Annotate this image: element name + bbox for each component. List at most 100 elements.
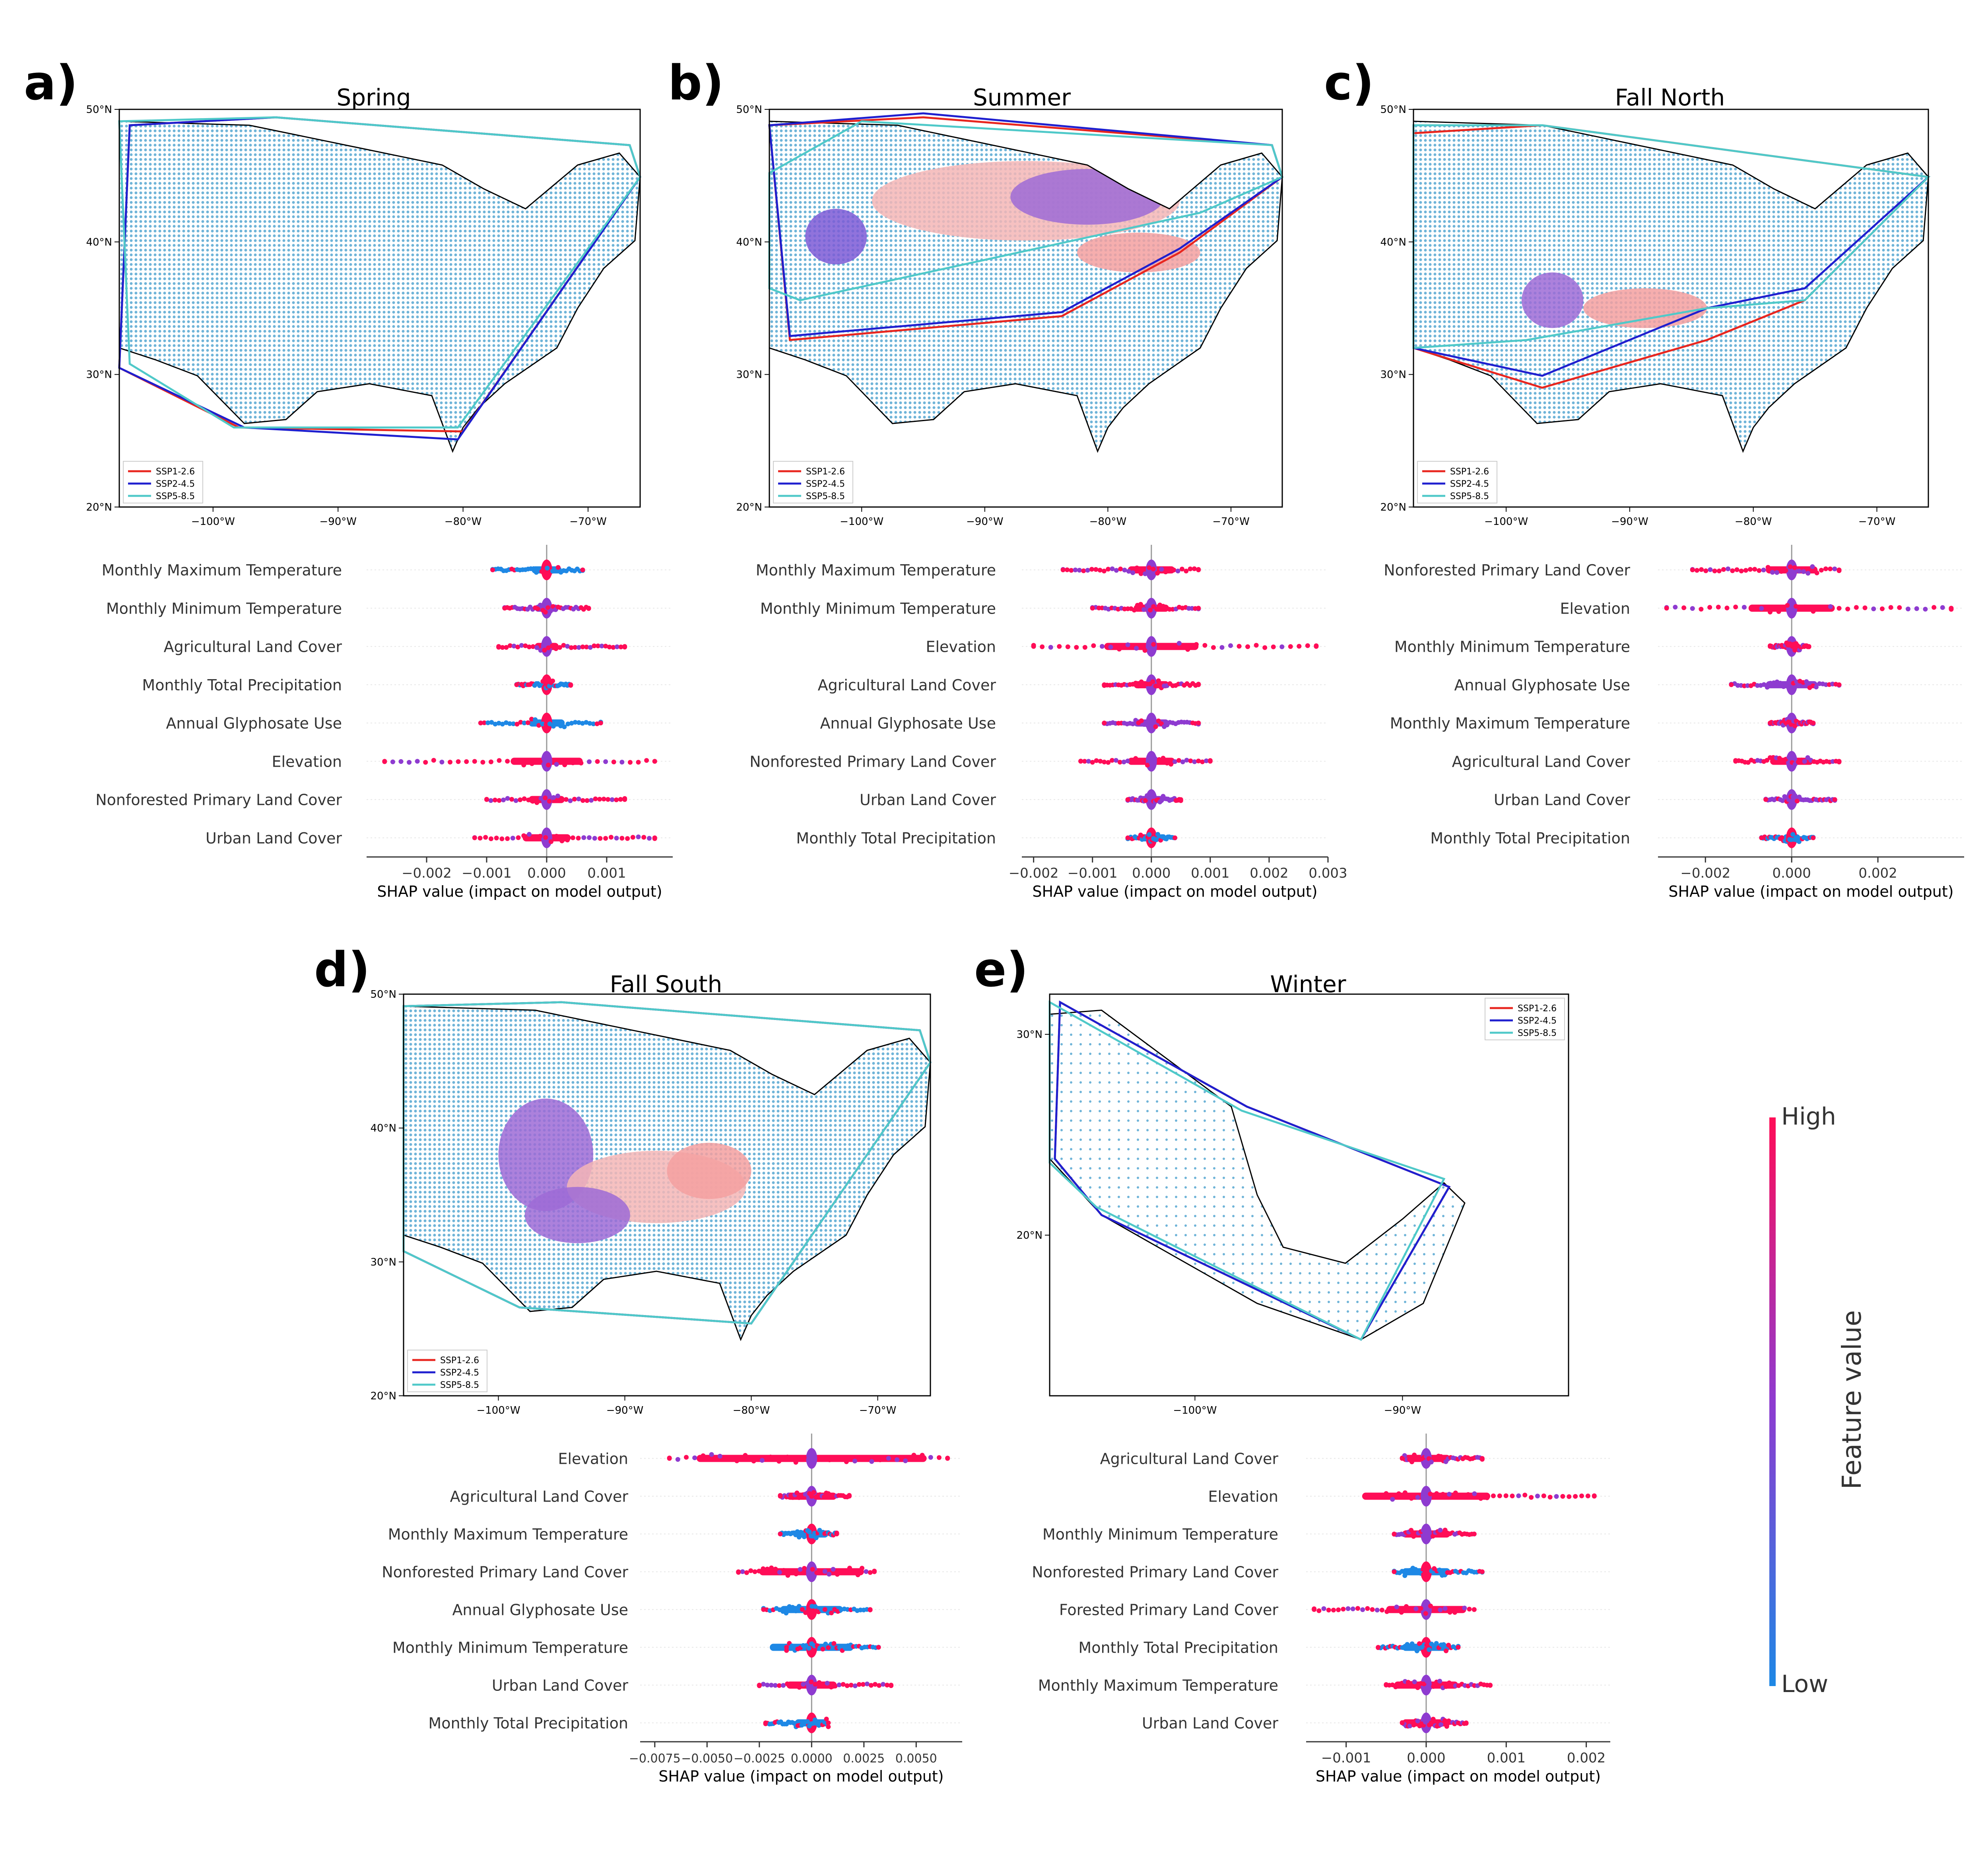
map-grid-point (273, 163, 276, 166)
map-grid-point (311, 234, 314, 237)
map-grid-point (244, 153, 247, 156)
map-grid-point (402, 253, 405, 256)
map-grid-point (163, 349, 166, 352)
map-grid-point (230, 382, 233, 385)
map-grid-point (292, 191, 295, 194)
map-grid-point (340, 263, 343, 266)
map-grid-point (287, 258, 290, 261)
map-grid-point (225, 144, 228, 147)
map-grid-point (392, 177, 395, 180)
map-grid-point (168, 253, 171, 256)
map-grid-point (301, 196, 305, 199)
map-grid-point (173, 258, 176, 261)
map-grid-point (282, 396, 285, 400)
map-grid-point (139, 311, 142, 314)
map-grid-point (349, 253, 352, 256)
map-grid-point (292, 382, 295, 385)
map-grid-point (249, 253, 252, 256)
map-grid-point (192, 315, 195, 319)
map-grid-point (378, 163, 381, 166)
map-grid-point (392, 196, 395, 199)
map-grid-point (168, 258, 171, 261)
map-grid-point (292, 287, 295, 290)
map-grid-point (297, 148, 300, 152)
map-grid-point (220, 172, 223, 175)
map-grid-point (196, 182, 200, 185)
map-grid-point (292, 225, 295, 228)
map-grid-point (206, 339, 209, 342)
map-grid-point (187, 167, 190, 171)
map-grid-point (206, 306, 209, 309)
map-grid-point (387, 358, 390, 361)
map-grid-point (397, 244, 400, 247)
map-grid-point (354, 368, 357, 371)
map-grid-point (201, 325, 204, 328)
map-grid-point (215, 301, 219, 304)
map-grid-point (220, 354, 223, 357)
map-grid-point (225, 282, 228, 285)
map-grid-point (163, 201, 166, 204)
map-grid-point (263, 382, 266, 385)
map-grid-point (192, 215, 195, 218)
map-grid-point (387, 249, 390, 252)
map-grid-point (344, 377, 348, 381)
map-grid-point (244, 416, 247, 419)
map-grid-point (359, 373, 362, 376)
map-grid-point (268, 277, 271, 280)
map-grid-point (297, 172, 300, 175)
map-grid-point (301, 249, 305, 252)
map-grid-point (340, 291, 343, 295)
map-grid-point (368, 377, 371, 381)
map-grid-point (134, 334, 138, 338)
map-grid-point (187, 344, 190, 347)
map-grid-point (273, 196, 276, 199)
map-grid-point (254, 253, 257, 256)
map-grid-point (301, 182, 305, 185)
map-grid-point (287, 268, 290, 271)
map-grid-point (392, 330, 395, 333)
map-grid-point (153, 244, 157, 247)
map-grid-point (168, 291, 171, 295)
map-grid-point (292, 172, 295, 175)
map-grid-point (320, 249, 324, 252)
map-grid-point (173, 282, 176, 285)
map-grid-point (244, 373, 247, 376)
map-grid-point (268, 210, 271, 214)
map-grid-point (158, 167, 161, 171)
map-grid-point (192, 258, 195, 261)
map-grid-point (368, 153, 371, 156)
map-grid-point (363, 258, 367, 261)
map-grid-point (201, 315, 204, 319)
map-grid-point (359, 325, 362, 328)
map-grid-point (292, 253, 295, 256)
map-grid-point (149, 354, 152, 357)
map-grid-point (297, 296, 300, 299)
map-grid-point (325, 377, 328, 381)
map-grid-point (316, 148, 319, 152)
map-grid-point (268, 225, 271, 228)
map-grid-point (196, 153, 200, 156)
map-grid-point (187, 191, 190, 194)
map-grid-point (130, 277, 133, 280)
map-grid-point (206, 139, 209, 142)
map-grid-point (335, 153, 338, 156)
map-grid-point (306, 239, 309, 242)
map-grid-point (206, 315, 209, 319)
map-grid-point (239, 406, 243, 409)
map-grid-point (292, 167, 295, 171)
map-grid-point (235, 354, 238, 357)
map-grid-point (192, 153, 195, 156)
map-grid-point (201, 201, 204, 204)
map-grid-point (201, 277, 204, 280)
map-grid-point (220, 387, 223, 390)
map-grid-point (254, 263, 257, 266)
map-grid-point (335, 277, 338, 280)
map-grid-point (392, 191, 395, 194)
map-grid-point (173, 311, 176, 314)
map-grid-point (144, 191, 147, 194)
map-grid-point (397, 268, 400, 271)
map-grid-point (373, 167, 376, 171)
map-grid-point (201, 158, 204, 161)
map-grid-point (187, 148, 190, 152)
map-grid-point (139, 287, 142, 290)
